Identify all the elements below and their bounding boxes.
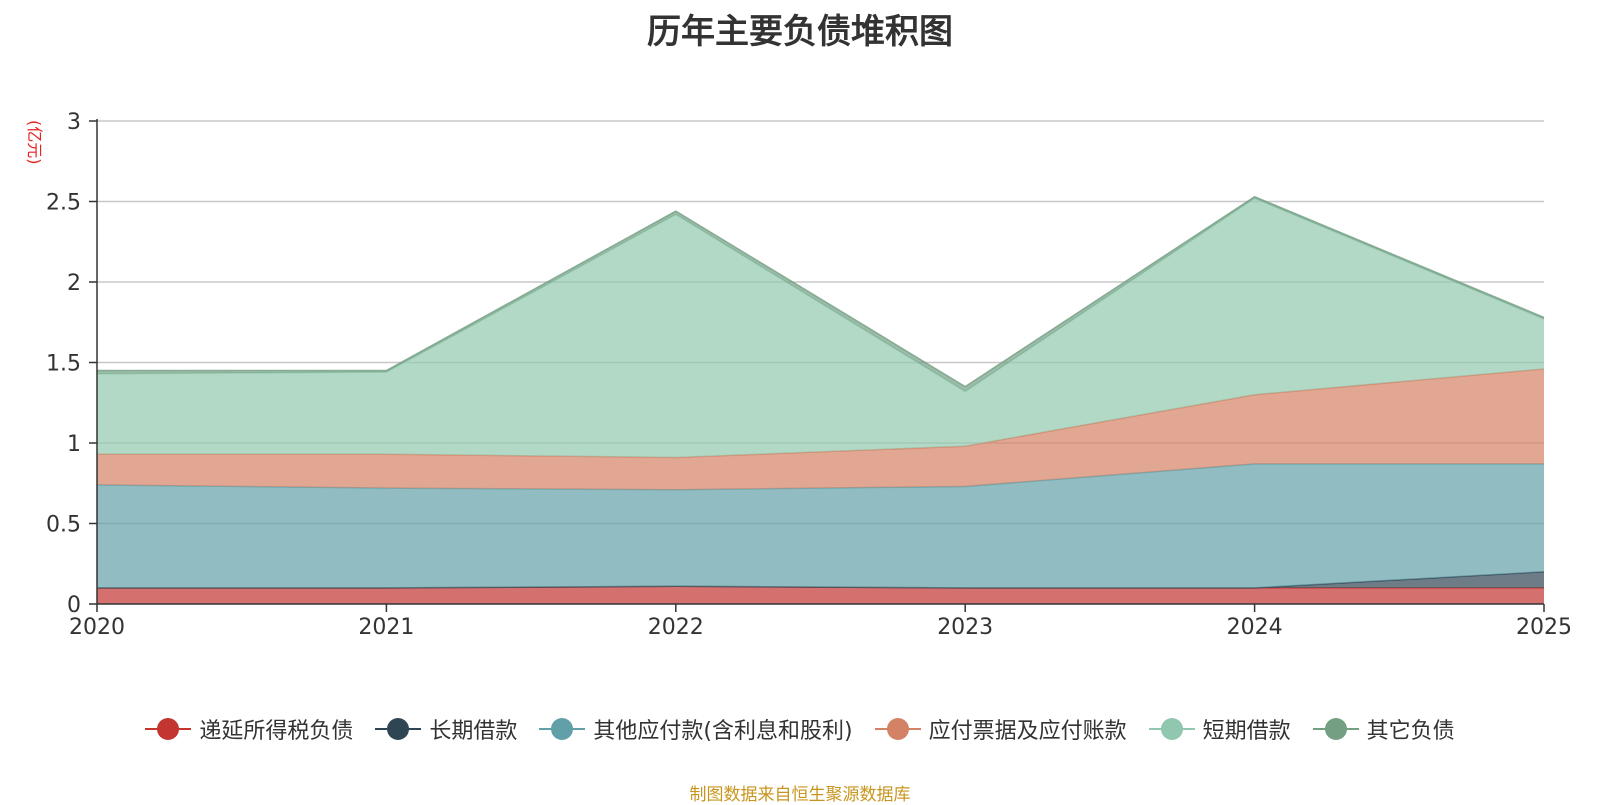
source-note: 制图数据来自恒生聚源数据库 bbox=[689, 785, 911, 805]
area-series-line-5 bbox=[97, 195, 1545, 388]
area-series-0 bbox=[97, 586, 1544, 604]
legend-label: 短期借款 bbox=[1202, 719, 1291, 744]
y-tick-label: 2 bbox=[67, 271, 81, 296]
legend-item[interactable]: 其他应付款(含利息和股利) bbox=[539, 713, 853, 745]
area-series-5 bbox=[97, 196, 1544, 392]
x-tick-label: 2025 bbox=[1516, 615, 1572, 640]
area-series-2 bbox=[97, 463, 1544, 588]
legend-label: 其他应付款(含利息和股利) bbox=[593, 719, 853, 744]
chart-title: 历年主要负债堆积图 bbox=[647, 12, 953, 52]
stacked-area-chart: 0 0.5 1 1.5 2 2.5 3 2020 2021 2022 2023 2024 2025 bbox=[46, 110, 1572, 640]
legend-swatch bbox=[539, 717, 586, 741]
axes: 0 0.5 1 1.5 2 2.5 3 2020 2021 2022 2023 2024 2025 bbox=[46, 110, 1572, 640]
legend-swatch bbox=[375, 717, 422, 741]
y-tick-label: 0 bbox=[67, 593, 81, 618]
legend-item[interactable]: 长期借款 bbox=[375, 713, 517, 745]
x-tick-label: 2023 bbox=[937, 615, 993, 640]
y-tick-label: 1.5 bbox=[46, 352, 81, 377]
legend-swatch-dot bbox=[1324, 718, 1347, 740]
legend-item[interactable]: 递延所得税负债 bbox=[145, 713, 353, 745]
legend-swatch bbox=[874, 717, 921, 741]
x-tick-label: 2022 bbox=[648, 615, 704, 640]
legend-item[interactable]: 其它负债 bbox=[1312, 713, 1455, 745]
x-tick-label: 2020 bbox=[69, 615, 125, 640]
legend-swatch-dot bbox=[551, 718, 574, 740]
y-tick-label: 2.5 bbox=[46, 191, 81, 216]
legend-item[interactable]: 应付票据及应付账款 bbox=[874, 713, 1127, 745]
area-series-4 bbox=[97, 198, 1544, 458]
legend-swatch-dot bbox=[886, 718, 909, 740]
area-series bbox=[96, 195, 1545, 604]
x-tick-label: 2021 bbox=[358, 615, 414, 640]
y-tick-label: 3 bbox=[67, 110, 81, 135]
legend-swatch-dot bbox=[1160, 718, 1183, 740]
y-tick-label: 0.5 bbox=[46, 513, 81, 538]
legend-swatch bbox=[145, 717, 192, 741]
area-series-1 bbox=[97, 571, 1544, 588]
legend-swatch-dot bbox=[157, 718, 180, 740]
legend-swatch-dot bbox=[387, 718, 410, 740]
y-tick-label: 1 bbox=[67, 432, 81, 457]
legend: 递延所得税负债 长期借款 其他应付款(含利息和股利) 应付票据及应付账款 短期借款 其它负… bbox=[0, 713, 1600, 745]
legend-label: 长期借款 bbox=[429, 719, 518, 744]
x-tick-label: 2024 bbox=[1227, 615, 1283, 640]
legend-label: 其它负债 bbox=[1366, 719, 1455, 744]
legend-label: 应付票据及应付账款 bbox=[928, 719, 1127, 744]
legend-item[interactable]: 短期借款 bbox=[1148, 713, 1291, 745]
legend-swatch bbox=[1148, 717, 1195, 741]
area-series-3 bbox=[97, 368, 1544, 490]
legend-label: 递延所得税负债 bbox=[199, 719, 354, 744]
legend-swatch bbox=[1312, 717, 1359, 741]
